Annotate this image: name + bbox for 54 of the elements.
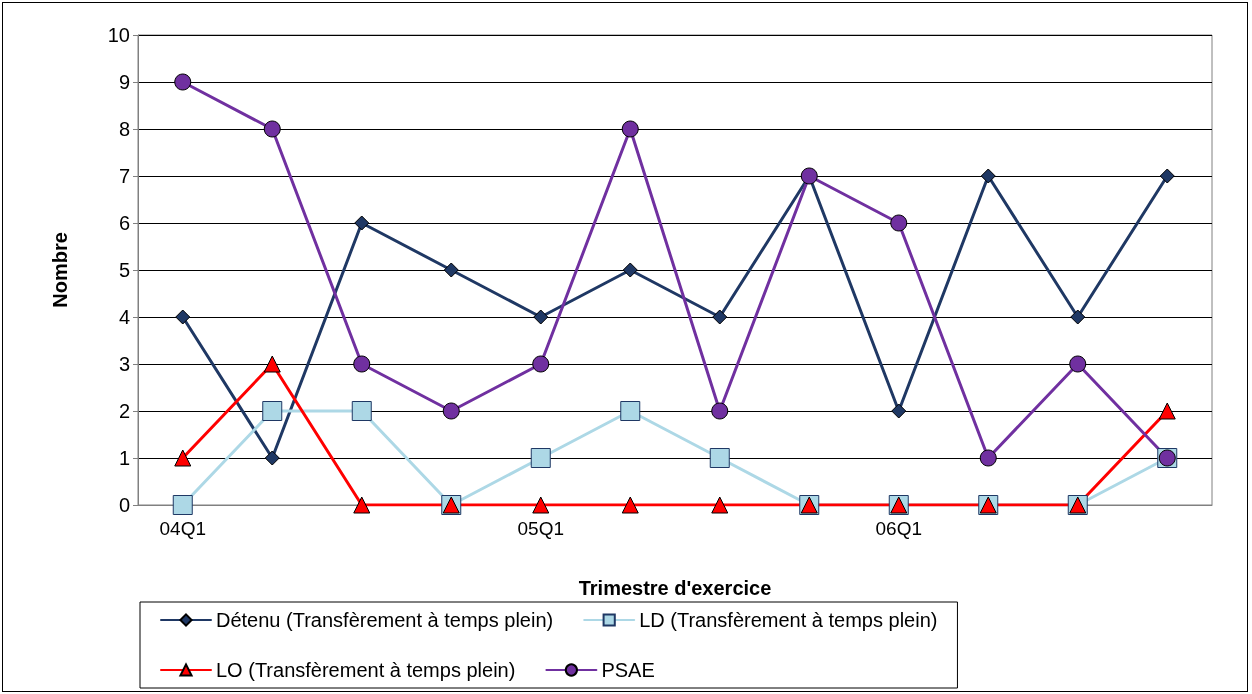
y-tick-label: 1	[118, 447, 130, 469]
y-tick-label: 2	[118, 400, 130, 422]
point	[533, 309, 549, 325]
x-tick-label: 05Q1	[517, 518, 564, 539]
x-tick-label: 06Q1	[875, 518, 922, 539]
point	[264, 450, 280, 466]
y-tick-label: 3	[118, 353, 130, 375]
legend-label: LO (Transfèrement à temps plein)	[216, 659, 516, 681]
point	[351, 401, 372, 421]
point	[442, 402, 460, 420]
x-tick-label: 04Q1	[159, 518, 206, 539]
y-tick-label: 6	[118, 212, 130, 234]
y-tick-label: 4	[118, 306, 130, 328]
y-axis-title: Nombre	[49, 232, 71, 308]
point	[620, 401, 641, 421]
point	[711, 496, 729, 514]
legend-label: PSAE	[601, 659, 655, 681]
point	[175, 309, 191, 325]
point	[712, 309, 728, 325]
point	[174, 449, 192, 467]
point	[979, 449, 997, 467]
point	[621, 120, 639, 138]
x-axis-title: Trimestre d'exercice	[578, 577, 772, 599]
point	[891, 403, 907, 419]
legend-label: Détenu (Transfèrement à temps plein)	[216, 609, 554, 631]
point	[172, 495, 193, 515]
point	[353, 496, 371, 514]
y-tick-label: 5	[118, 259, 130, 281]
y-tick-label: 0	[118, 494, 130, 516]
point	[353, 355, 371, 373]
y-tick-label: 8	[118, 118, 130, 140]
point	[354, 215, 370, 231]
point	[1159, 168, 1175, 184]
point	[1158, 402, 1176, 420]
point	[263, 355, 281, 373]
point	[443, 262, 459, 278]
point	[980, 168, 996, 184]
point	[262, 401, 283, 421]
y-tick-label: 7	[118, 165, 130, 187]
point	[263, 120, 281, 138]
point	[709, 448, 730, 468]
y-tick-label: 10	[107, 24, 130, 46]
point	[622, 262, 638, 278]
point	[1070, 309, 1086, 325]
point	[890, 214, 908, 232]
point	[711, 402, 729, 420]
y-tick-label: 9	[118, 71, 130, 93]
point	[174, 73, 192, 91]
point	[530, 448, 551, 468]
point	[621, 496, 639, 514]
point	[532, 355, 550, 373]
legend-label: LD (Transfèrement à temps plein)	[639, 609, 938, 631]
point	[532, 496, 550, 514]
point	[1069, 355, 1087, 373]
